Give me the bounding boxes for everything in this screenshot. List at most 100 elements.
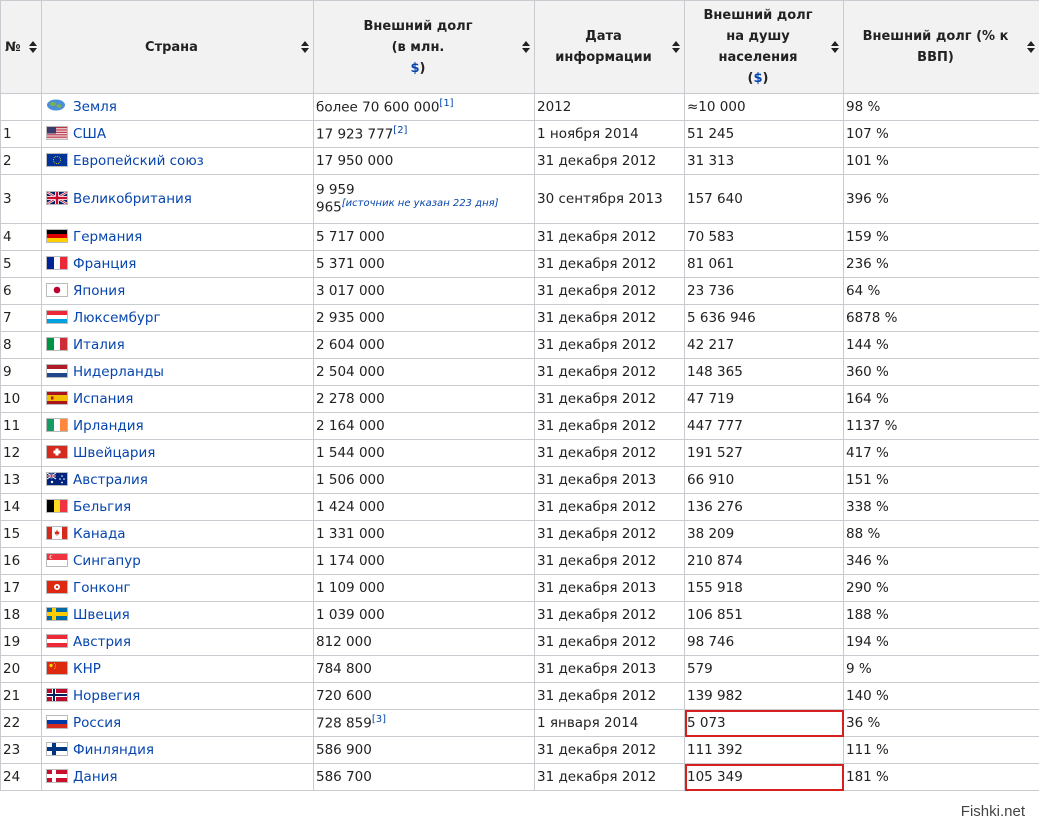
country-cell: Германия xyxy=(41,223,314,251)
country-link[interactable]: Россия xyxy=(73,715,122,731)
sort-icon[interactable] xyxy=(672,40,680,54)
gdp-percent-cell: 181 % xyxy=(843,763,1039,791)
reference-link[interactable]: [3] xyxy=(371,714,386,726)
gdp-percent-cell: 111 % xyxy=(843,736,1039,764)
row-number: 14 xyxy=(0,493,42,521)
country-link[interactable]: Швеция xyxy=(73,607,130,623)
external-debt-cell: 17 950 000 xyxy=(313,147,535,175)
external-debt-table: № Страна Внешний долг (в млн. $) Дата ин… xyxy=(0,0,1039,791)
country-link[interactable]: Бельгия xyxy=(73,499,132,515)
sort-icon[interactable] xyxy=(831,40,839,54)
table-row: 9 Нидерланды 2 504 000 31 декабря 2012 148 3… xyxy=(0,358,1039,386)
info-date-cell: 31 декабря 2012 xyxy=(534,277,685,305)
per-capita-cell: 191 527 xyxy=(684,439,844,467)
country-link[interactable]: Ирландия xyxy=(73,418,144,434)
country-link[interactable]: Дания xyxy=(73,769,118,785)
country-link[interactable]: Нидерланды xyxy=(73,364,164,380)
country-link[interactable]: Испания xyxy=(73,391,134,407)
row-number: 2 xyxy=(0,147,42,175)
table-row: 14 Бельгия 1 424 000 31 декабря 2012 136 276… xyxy=(0,493,1039,521)
external-debt-cell: 1 424 000 xyxy=(313,493,535,521)
sort-icon[interactable] xyxy=(301,40,309,54)
usd-link[interactable]: $ xyxy=(753,71,763,86)
external-debt-cell: 2 504 000 xyxy=(313,358,535,386)
header-country[interactable]: Страна xyxy=(41,0,314,94)
table-row: 21 Норвегия 720 600 31 декабря 2012 139 982 1… xyxy=(0,682,1039,710)
gdp-percent-cell: 338 % xyxy=(843,493,1039,521)
info-date-cell: 30 сентября 2013 xyxy=(534,174,685,224)
country-cell: Испания xyxy=(41,385,314,413)
table-header-row: № Страна Внешний долг (в млн. $) Дата ин… xyxy=(0,0,1039,94)
row-number: 13 xyxy=(0,466,42,494)
flag-at-icon xyxy=(46,634,68,648)
external-debt-cell: 720 600 xyxy=(313,682,535,710)
country-cell: Япония xyxy=(41,277,314,305)
external-debt-cell: 2 164 000 xyxy=(313,412,535,440)
header-per-capita[interactable]: Внешний долг на душу населения ($) xyxy=(684,0,844,94)
info-date-cell: 31 декабря 2012 xyxy=(534,412,685,440)
table-row: 16 Сингапур 1 174 000 31 декабря 2012 210 87… xyxy=(0,547,1039,575)
country-link[interactable]: США xyxy=(73,126,107,142)
gdp-percent-cell: 346 % xyxy=(843,547,1039,575)
row-number: 24 xyxy=(0,763,42,791)
citation-needed-link[interactable]: [источник не указан 223 дня] xyxy=(341,198,499,210)
per-capita-cell: ≈10 000 xyxy=(684,93,844,121)
country-cell: Швейцария xyxy=(41,439,314,467)
external-debt-cell: более 70 600 000[1] xyxy=(313,93,535,121)
country-link[interactable]: КНР xyxy=(73,661,101,677)
country-link[interactable]: Австралия xyxy=(73,472,148,488)
external-debt-cell: 2 278 000 xyxy=(313,385,535,413)
country-link[interactable]: Земля xyxy=(73,99,117,115)
country-link[interactable]: Франция xyxy=(73,256,137,272)
gdp-percent-cell: 151 % xyxy=(843,466,1039,494)
sort-icon[interactable] xyxy=(1027,40,1035,54)
usd-link[interactable]: $ xyxy=(410,60,420,76)
country-link[interactable]: Норвегия xyxy=(73,688,141,704)
header-gdp-percent[interactable]: Внешний долг (% к ВВП) xyxy=(843,0,1039,94)
header-number[interactable]: № xyxy=(0,0,42,94)
external-debt-cell: 586 900 xyxy=(313,736,535,764)
row-number: 20 xyxy=(0,655,42,683)
per-capita-cell: 42 217 xyxy=(684,331,844,359)
header-debt[interactable]: Внешний долг (в млн. $) xyxy=(313,0,535,94)
flag-it-icon xyxy=(46,337,68,351)
info-date-cell: 31 декабря 2013 xyxy=(534,574,685,602)
flag-de-icon xyxy=(46,229,68,243)
info-date-cell: 31 декабря 2012 xyxy=(534,493,685,521)
per-capita-cell: 81 061 xyxy=(684,250,844,278)
country-link[interactable]: Италия xyxy=(73,337,125,353)
country-link[interactable]: Сингапур xyxy=(73,553,141,569)
country-link[interactable]: Германия xyxy=(73,229,143,245)
debt-value: 2 604 000 xyxy=(316,337,385,353)
country-link[interactable]: Европейский союз xyxy=(73,153,204,169)
country-link[interactable]: Япония xyxy=(73,283,126,299)
sort-icon[interactable] xyxy=(29,40,37,54)
row-number xyxy=(0,93,42,121)
debt-value: 1 331 000 xyxy=(316,526,385,542)
country-link[interactable]: Швейцария xyxy=(73,445,156,461)
flag-dk-icon xyxy=(46,769,68,783)
country-link[interactable]: Люксембург xyxy=(73,310,161,326)
country-link[interactable]: Гонконг xyxy=(73,580,131,596)
sort-icon[interactable] xyxy=(522,40,530,54)
row-number: 1 xyxy=(0,120,42,148)
country-link[interactable]: Великобритания xyxy=(73,191,192,207)
table-row: 8 Италия 2 604 000 31 декабря 2012 42 217 144… xyxy=(0,331,1039,359)
flag-fi-icon xyxy=(46,742,68,756)
debt-value: 728 859 xyxy=(316,715,372,732)
header-date[interactable]: Дата информации xyxy=(534,0,685,94)
flag-no-icon xyxy=(46,688,68,702)
flag-ru-icon xyxy=(46,715,68,729)
external-debt-cell: 1 331 000 xyxy=(313,520,535,548)
reference-link[interactable]: [1] xyxy=(439,98,454,110)
debt-value: 2 164 000 xyxy=(316,418,385,434)
reference-link[interactable]: [2] xyxy=(393,125,408,137)
country-link[interactable]: Финляндия xyxy=(73,742,155,758)
gdp-percent-cell: 98 % xyxy=(843,93,1039,121)
per-capita-cell: 98 746 xyxy=(684,628,844,656)
country-link[interactable]: Канада xyxy=(73,526,126,542)
external-debt-cell: 17 923 777[2] xyxy=(313,120,535,148)
country-link[interactable]: Австрия xyxy=(73,634,131,650)
info-date-cell: 31 декабря 2012 xyxy=(534,547,685,575)
per-capita-cell: 155 918 xyxy=(684,574,844,602)
